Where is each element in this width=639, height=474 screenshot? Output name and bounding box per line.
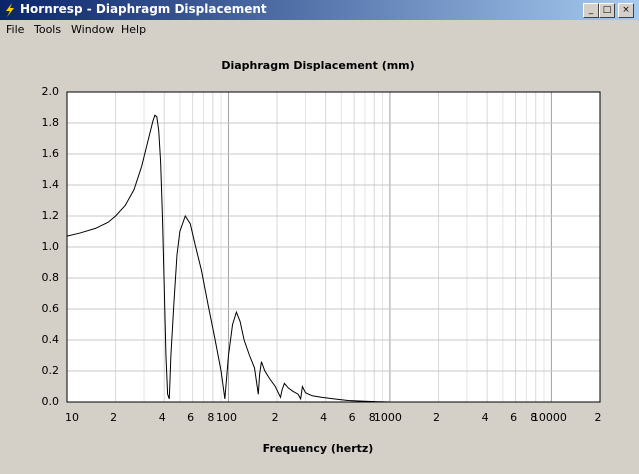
menu-item[interactable]: Help	[121, 23, 147, 36]
x-tick-label: 4	[159, 411, 166, 424]
x-tick-label: 4	[320, 411, 327, 424]
data-line	[66, 114, 390, 403]
x-tick-label: 2	[595, 411, 602, 424]
menu-item[interactable]: Tools	[34, 23, 62, 36]
x-tick-label: 8	[207, 411, 214, 424]
minimize-button[interactable]: _	[583, 3, 599, 18]
y-tick-label: 1.8	[42, 116, 60, 129]
y-tick-label: 0.4	[42, 333, 60, 346]
y-tick-label: 1.0	[42, 240, 60, 253]
plot-border	[66, 91, 601, 403]
app-icon	[6, 3, 14, 17]
x-tick-label: 6	[510, 411, 517, 424]
x-tick-label: 10	[65, 411, 79, 424]
title-bar: Hornresp - Diaphragm Displacement _ □ ×	[0, 0, 639, 20]
x-tick-label: 100	[216, 411, 237, 424]
y-tick-label: 1.6	[42, 147, 60, 160]
x-tick-label: 1000	[374, 411, 402, 424]
x-tick-label: 2	[433, 411, 440, 424]
x-tick-label: 8	[530, 411, 537, 424]
y-tick-label: 0.8	[42, 271, 60, 284]
x-tick-label: 2	[110, 411, 117, 424]
chart-title: Diaphragm Displacement (mm)	[221, 59, 414, 72]
menu-item[interactable]: File	[6, 23, 25, 36]
y-tick-label: 1.2	[42, 209, 60, 222]
x-axis-title: Frequency (hertz)	[263, 442, 374, 455]
x-tick-label: 4	[482, 411, 489, 424]
maximize-button[interactable]: □	[599, 3, 615, 18]
y-tick-label: 0.0	[42, 395, 60, 408]
x-tick-label: 10000	[532, 411, 567, 424]
window-title: Hornresp - Diaphragm Displacement	[20, 2, 267, 16]
x-tick-label: 8	[369, 411, 376, 424]
y-tick-label: 1.4	[42, 178, 60, 191]
menu-item[interactable]: Window	[71, 23, 115, 36]
x-tick-label: 6	[187, 411, 194, 424]
x-tick-label: 2	[272, 411, 279, 424]
y-tick-label: 2.0	[42, 85, 60, 98]
y-tick-label: 0.6	[42, 302, 60, 315]
close-button[interactable]: ×	[618, 3, 634, 18]
y-tick-label: 0.2	[42, 364, 60, 377]
x-tick-label: 6	[349, 411, 356, 424]
